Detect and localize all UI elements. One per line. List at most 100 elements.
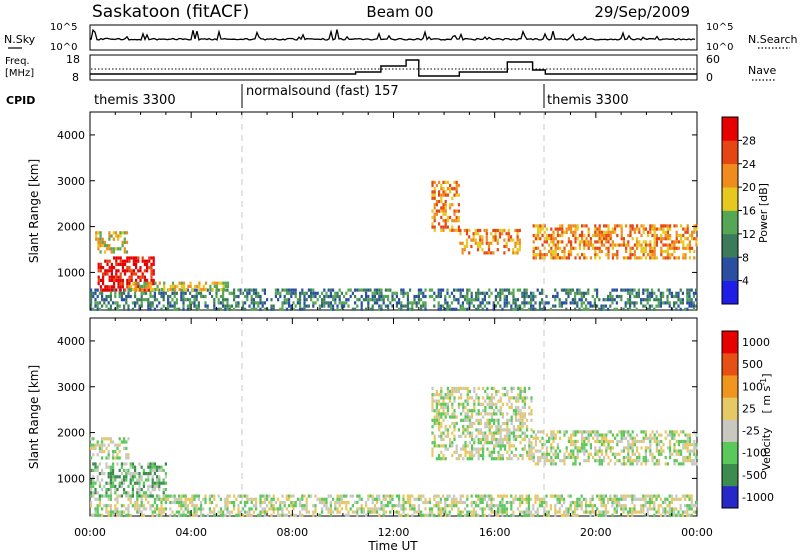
echo-cell	[644, 304, 647, 308]
echo-cell	[629, 224, 632, 228]
echo-cell	[444, 507, 447, 511]
echo-cell	[106, 269, 109, 273]
echo-cell	[140, 465, 143, 469]
echo-cell	[125, 472, 128, 476]
echo-cell	[321, 500, 324, 505]
echo-cell	[109, 494, 112, 498]
echo-cell	[305, 510, 308, 514]
echo-cell	[152, 256, 155, 260]
echo-cell	[141, 259, 144, 263]
echo-cell	[114, 491, 117, 495]
echo-cell	[673, 462, 676, 466]
echo-cell	[494, 298, 497, 302]
echo-cell	[516, 232, 519, 236]
echo-cell	[208, 494, 211, 498]
echo-cell	[442, 212, 445, 216]
echo-cell	[549, 307, 552, 311]
echo-cell	[631, 446, 634, 450]
echo-cell	[563, 430, 566, 434]
echo-cell	[559, 246, 562, 250]
echo-cell	[485, 232, 488, 236]
echo-cell	[294, 291, 297, 295]
echo-cell	[508, 301, 511, 305]
echo-cell	[96, 468, 99, 472]
echo-cell	[108, 247, 111, 251]
echo-cell	[127, 491, 130, 495]
echo-cell	[455, 228, 458, 232]
echo-cell	[472, 510, 475, 514]
echo-cell	[506, 412, 509, 416]
echo-cell	[117, 234, 120, 238]
echo-cell	[96, 453, 99, 457]
time-tick-label: 20:00	[580, 526, 612, 539]
echo-cell	[516, 251, 519, 255]
echo-cell	[459, 307, 462, 311]
echo-cell	[508, 441, 511, 445]
echo-cell	[521, 396, 524, 400]
echo-cell	[184, 513, 187, 517]
echo-cell	[101, 298, 104, 302]
echo-cell	[109, 488, 112, 492]
echo-cell	[222, 510, 225, 514]
echo-cell	[472, 507, 475, 511]
echo-cell	[135, 272, 138, 276]
echo-cell	[622, 510, 625, 514]
echo-cell	[528, 386, 531, 390]
echo-cell	[534, 246, 537, 250]
echo-cell	[682, 243, 685, 247]
echo-cell	[618, 224, 621, 228]
echo-cell	[107, 481, 110, 485]
echo-cell	[682, 455, 685, 460]
echo-cell	[109, 465, 112, 469]
echo-cell	[605, 449, 608, 453]
echo-cell	[141, 288, 144, 292]
echo-cell	[318, 513, 321, 517]
echo-cell	[312, 291, 315, 295]
echo-cell	[360, 294, 363, 299]
echo-cell	[455, 421, 458, 426]
echo-cell	[662, 249, 665, 254]
echo-cell	[96, 491, 99, 495]
echo-cell	[448, 513, 451, 517]
echo-cell	[123, 304, 126, 308]
echo-cell	[175, 510, 178, 514]
echo-cell	[559, 449, 562, 453]
echo-cell	[145, 291, 148, 295]
echo-cell	[690, 288, 693, 292]
echo-cell	[263, 500, 266, 505]
echo-cell	[444, 190, 447, 194]
echo-cell	[358, 298, 361, 302]
echo-cell	[530, 291, 533, 295]
echo-cell	[239, 288, 242, 292]
echo-cell	[135, 256, 138, 260]
echo-cell	[510, 457, 513, 461]
echo-cell	[515, 396, 518, 400]
echo-cell	[123, 237, 126, 241]
echo-cell	[499, 409, 502, 413]
echo-cell	[101, 291, 104, 295]
echo-cell	[433, 399, 436, 403]
echo-cell	[576, 513, 579, 517]
echo-cell	[666, 237, 669, 241]
echo-cell	[482, 409, 485, 413]
echo-cell	[244, 504, 247, 508]
echo-cell	[108, 278, 111, 282]
echo-cell	[604, 510, 607, 514]
echo-cell	[255, 291, 258, 295]
echo-cell	[527, 494, 530, 498]
echo-cell	[651, 249, 654, 254]
echo-cell	[583, 436, 586, 440]
echo-cell	[113, 278, 116, 282]
echo-cell	[515, 453, 518, 458]
echo-cell	[257, 291, 260, 295]
echo-region	[95, 231, 129, 254]
echo-cell	[127, 304, 130, 308]
echo-cell	[464, 415, 467, 419]
echo-cell	[684, 237, 687, 241]
echo-cell	[563, 500, 566, 505]
echo-cell	[435, 421, 438, 426]
echo-cell	[180, 513, 183, 517]
echo-cell	[543, 513, 546, 517]
echo-cell	[552, 446, 555, 450]
echo-cell	[477, 428, 480, 432]
